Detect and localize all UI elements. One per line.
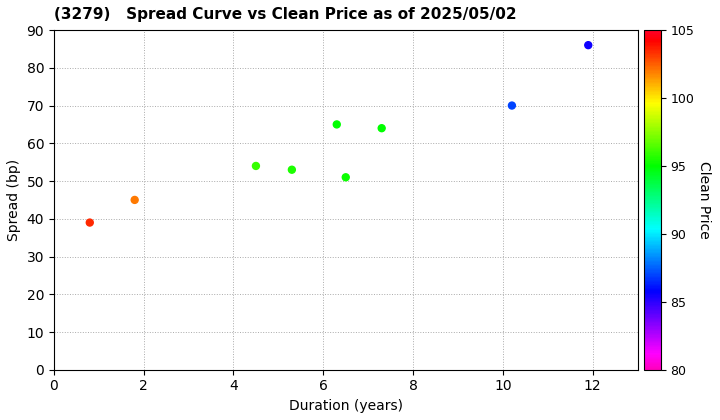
Point [250, 163, 261, 169]
Point [340, 174, 351, 181]
Point [376, 125, 387, 131]
Y-axis label: Clean Price: Clean Price [697, 161, 711, 239]
Y-axis label: Spread (bp): Spread (bp) [7, 159, 21, 241]
X-axis label: Duration (years): Duration (years) [289, 399, 402, 413]
Point [331, 121, 343, 128]
Point [84, 219, 96, 226]
Text: (3279)   Spread Curve vs Clean Price as of 2025/05/02: (3279) Spread Curve vs Clean Price as of… [54, 7, 516, 22]
Point [286, 166, 297, 173]
Point [582, 42, 594, 49]
Point [129, 197, 140, 203]
Point [506, 102, 518, 109]
